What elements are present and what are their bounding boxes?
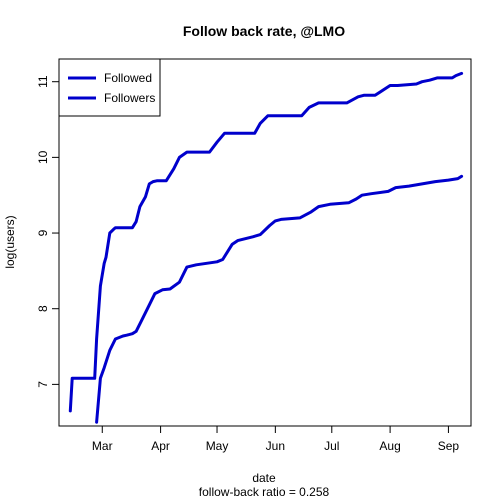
legend: Followed Followers [58, 58, 161, 117]
legend-label-followers: Followers [104, 91, 155, 105]
y-axis-label: log(users) [3, 215, 17, 268]
legend-label-followed: Followed [104, 71, 152, 85]
chart-title: Follow back rate, @LMO [183, 23, 345, 39]
x-tick-label: Mar [92, 439, 113, 453]
series-line-followers [95, 174, 464, 424]
y-tick-label: 9 [36, 229, 50, 236]
y-axis: 7 8 9 10 11 [36, 75, 59, 388]
x-tick-label: May [206, 439, 229, 453]
legend-box [58, 58, 161, 117]
y-tick-label: 8 [36, 305, 50, 312]
x-tick-label: Jul [324, 439, 339, 453]
y-tick-label: 7 [36, 381, 50, 388]
series-layer [68, 71, 464, 424]
x-axis-subtitle: follow-back ratio = 0.258 [199, 485, 330, 499]
plot-frame [58, 58, 472, 427]
y-tick-label: 10 [36, 150, 50, 164]
x-tick-label: Apr [151, 439, 170, 453]
x-tick-label: Aug [379, 439, 400, 453]
x-tick-label: Jun [266, 439, 285, 453]
x-axis-label: date [252, 471, 276, 485]
x-tick-label: Sep [438, 439, 460, 453]
x-axis: Mar Apr May Jun Jul Aug Sep [92, 426, 459, 453]
series-line-followed [68, 71, 464, 413]
y-tick-label: 11 [36, 75, 50, 88]
